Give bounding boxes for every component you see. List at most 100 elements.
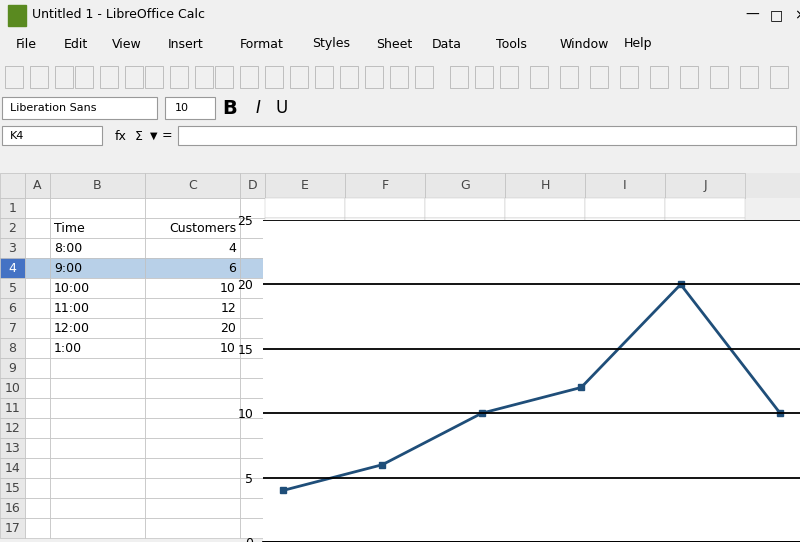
Bar: [425, 498, 505, 518]
Text: View: View: [112, 37, 142, 50]
Bar: [25, 218, 50, 238]
Bar: [505, 338, 585, 358]
Text: I: I: [623, 179, 627, 192]
Text: —: —: [745, 8, 759, 22]
Bar: [665, 318, 745, 338]
Bar: [5, 66, 23, 88]
Bar: [345, 478, 425, 498]
Bar: [345, 358, 425, 378]
Text: 12: 12: [5, 422, 20, 435]
Bar: [265, 418, 345, 438]
Bar: [665, 258, 745, 278]
Bar: [505, 318, 585, 338]
Text: ×: ×: [794, 8, 800, 22]
Bar: [0, 438, 25, 458]
Bar: [665, 238, 745, 258]
Bar: [240, 66, 258, 88]
Bar: [25, 238, 50, 258]
Bar: [425, 218, 505, 238]
Text: F: F: [382, 179, 389, 192]
Bar: [560, 66, 578, 88]
Text: 3: 3: [9, 242, 17, 255]
Bar: [265, 318, 345, 338]
Bar: [145, 498, 240, 518]
Bar: [290, 66, 308, 88]
Text: Help: Help: [624, 37, 653, 50]
Bar: [425, 258, 505, 278]
Bar: [25, 458, 50, 478]
Text: B: B: [222, 99, 238, 118]
Text: H: H: [540, 179, 550, 192]
Bar: [345, 498, 425, 518]
Bar: [240, 338, 265, 358]
Bar: [345, 318, 425, 338]
Text: 5: 5: [9, 281, 17, 294]
Bar: [450, 66, 468, 88]
Bar: [365, 66, 383, 88]
Bar: [345, 298, 425, 318]
Bar: [25, 518, 50, 538]
Text: 7: 7: [9, 321, 17, 334]
Bar: [145, 478, 240, 498]
Bar: [240, 378, 265, 398]
Text: Σ: Σ: [135, 130, 143, 143]
Bar: [25, 318, 50, 338]
Bar: [505, 498, 585, 518]
Bar: [505, 478, 585, 498]
Bar: [0, 298, 25, 318]
Bar: [145, 358, 240, 378]
Bar: [425, 418, 505, 438]
Bar: [665, 458, 745, 478]
Bar: [585, 318, 665, 338]
Bar: [0, 258, 25, 278]
Bar: [50, 258, 145, 278]
Bar: [240, 438, 265, 458]
Bar: [665, 278, 745, 298]
Bar: [585, 398, 665, 418]
Text: Tools: Tools: [496, 37, 527, 50]
Bar: [8, 4, 26, 25]
Text: 11:00: 11:00: [54, 301, 90, 314]
Bar: [390, 66, 408, 88]
Bar: [240, 173, 265, 198]
Bar: [585, 518, 665, 538]
Text: D: D: [248, 179, 258, 192]
Bar: [50, 238, 145, 258]
Bar: [505, 398, 585, 418]
Bar: [178, 126, 796, 145]
Bar: [25, 498, 50, 518]
Bar: [145, 418, 240, 438]
Text: A: A: [34, 179, 42, 192]
Bar: [425, 438, 505, 458]
Text: 6: 6: [9, 301, 17, 314]
Bar: [585, 378, 665, 398]
Text: Window: Window: [560, 37, 610, 50]
Text: Untitled 1 - LibreOffice Calc: Untitled 1 - LibreOffice Calc: [32, 9, 205, 22]
Bar: [505, 198, 585, 218]
Text: 4: 4: [9, 261, 17, 274]
Bar: [665, 478, 745, 498]
Bar: [345, 418, 425, 438]
Bar: [0, 278, 25, 298]
Text: G: G: [460, 179, 470, 192]
Text: 10: 10: [220, 341, 236, 354]
Bar: [50, 378, 145, 398]
Text: E: E: [301, 179, 309, 192]
Text: File: File: [16, 37, 37, 50]
Text: 16: 16: [5, 501, 20, 514]
Bar: [345, 438, 425, 458]
Bar: [345, 258, 425, 278]
Bar: [505, 418, 585, 438]
Bar: [265, 458, 345, 478]
Bar: [50, 418, 145, 438]
Bar: [145, 318, 240, 338]
Bar: [585, 338, 665, 358]
Text: 11: 11: [5, 402, 20, 415]
Bar: [50, 478, 145, 498]
Bar: [345, 238, 425, 258]
Bar: [25, 298, 50, 318]
Bar: [590, 66, 608, 88]
Bar: [240, 318, 265, 338]
Bar: [585, 418, 665, 438]
Bar: [505, 458, 585, 478]
